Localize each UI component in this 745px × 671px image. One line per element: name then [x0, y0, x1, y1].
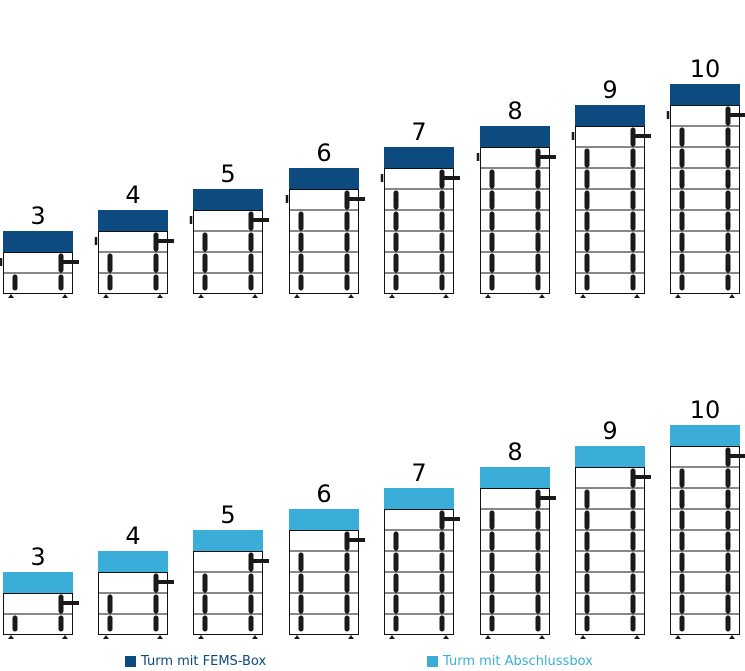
foot-right — [348, 635, 354, 639]
tower-label: 5 — [220, 160, 235, 188]
abschluss-box — [670, 425, 740, 446]
foot-left — [294, 635, 300, 639]
abschluss-box — [480, 467, 550, 488]
foot-left — [103, 635, 109, 639]
tower-fems-10: 10 — [666, 55, 745, 298]
abschluss-box — [193, 530, 263, 551]
tower-label: 10 — [690, 55, 721, 83]
foot-right — [729, 294, 735, 298]
foot-right — [539, 635, 545, 639]
fems-box — [3, 231, 73, 252]
tower-fems-5: 5 — [189, 160, 269, 298]
tower-label: 10 — [690, 396, 721, 424]
fems-box — [384, 147, 454, 168]
tower-fems-6: 6 — [285, 139, 365, 298]
tower-abschluss-10: 10 — [670, 396, 745, 639]
foot-right — [443, 635, 449, 639]
foot-left — [389, 294, 395, 298]
foot-left — [389, 635, 395, 639]
legend-item-abschluss: Turm mit Abschlussbox — [427, 652, 593, 670]
foot-left — [580, 294, 586, 298]
foot-right — [62, 635, 68, 639]
fems-box — [670, 84, 740, 105]
foot-right — [252, 635, 258, 639]
tower-label: 6 — [316, 480, 331, 508]
tower-label: 3 — [30, 543, 45, 571]
tower-abschluss-5: 5 — [193, 501, 269, 639]
legend-label-fems: Turm mit FEMS-Box — [141, 653, 267, 669]
abschluss-box — [3, 572, 73, 593]
foot-left — [198, 635, 204, 639]
abschluss-box — [289, 509, 359, 530]
tower-fems-9: 9 — [571, 76, 651, 298]
foot-left — [485, 635, 491, 639]
tower-abschluss-6: 6 — [289, 480, 365, 639]
tower-label: 9 — [602, 76, 617, 104]
foot-right — [157, 635, 163, 639]
tower-fems-7: 7 — [380, 118, 460, 298]
legend-swatch-fems — [125, 655, 136, 667]
foot-left — [675, 635, 681, 639]
fems-box — [98, 210, 168, 231]
tower-label: 8 — [507, 438, 522, 466]
foot-left — [8, 294, 14, 298]
tower-abschluss-9: 9 — [575, 417, 651, 639]
tower-abschluss-4: 4 — [98, 522, 174, 639]
fems-box — [289, 168, 359, 189]
fems-box — [480, 126, 550, 147]
foot-right — [157, 294, 163, 298]
foot-left — [294, 294, 300, 298]
tower-label: 7 — [411, 118, 426, 146]
foot-left — [8, 635, 14, 639]
foot-right — [539, 294, 545, 298]
tower-label: 5 — [220, 501, 235, 529]
tower-label: 6 — [316, 139, 331, 167]
legend-item-fems: Turm mit FEMS-Box — [125, 652, 266, 670]
tower-label: 4 — [125, 181, 140, 209]
tower-abschluss-3: 3 — [3, 543, 79, 639]
foot-right — [348, 294, 354, 298]
fems-box — [575, 105, 645, 126]
foot-right — [252, 294, 258, 298]
tower-label: 4 — [125, 522, 140, 550]
tower-fems-3: 3 — [0, 202, 79, 298]
legend-label-abschluss: Turm mit Abschlussbox — [443, 653, 593, 669]
legend-swatch-abschluss — [427, 655, 438, 667]
tower-fems-4: 4 — [94, 181, 174, 298]
tower-fems-8: 8 — [476, 97, 556, 298]
foot-left — [198, 294, 204, 298]
foot-left — [675, 294, 681, 298]
fems-box — [193, 189, 263, 210]
tower-label: 3 — [30, 202, 45, 230]
foot-left — [103, 294, 109, 298]
tower-abschluss-7: 7 — [384, 459, 460, 639]
tower-label: 9 — [602, 417, 617, 445]
tower-abschluss-8: 8 — [480, 438, 556, 639]
tower-label: 8 — [507, 97, 522, 125]
abschluss-box — [98, 551, 168, 572]
abschluss-box — [384, 488, 454, 509]
tower-label: 7 — [411, 459, 426, 487]
foot-right — [443, 294, 449, 298]
abschluss-box — [575, 446, 645, 467]
foot-right — [634, 294, 640, 298]
foot-right — [62, 294, 68, 298]
foot-left — [485, 294, 491, 298]
foot-right — [634, 635, 640, 639]
foot-left — [580, 635, 586, 639]
foot-right — [729, 635, 735, 639]
